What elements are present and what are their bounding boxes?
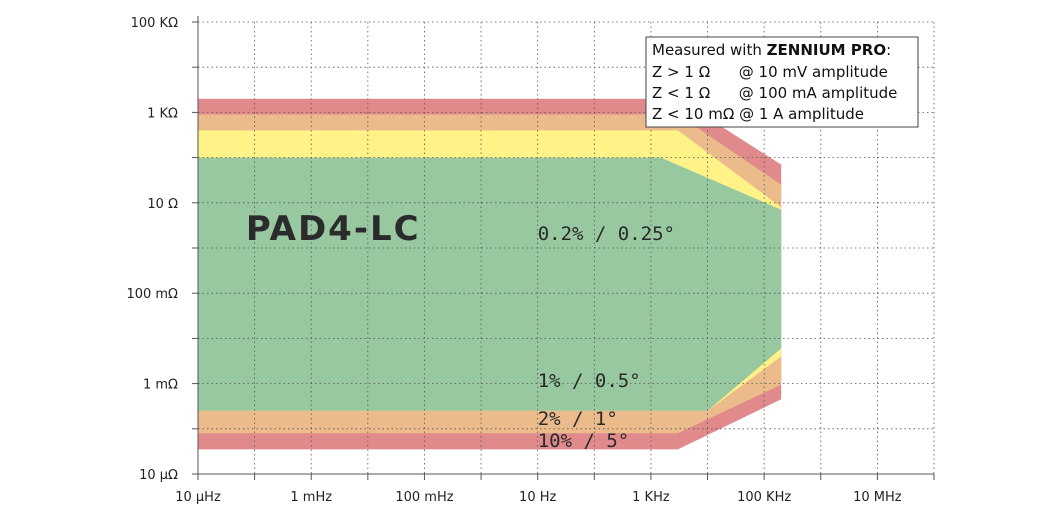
- x-tick-label: 1 mHz: [290, 490, 332, 505]
- accuracy-label-0-2-0-25: 0.2% / 0.25°: [538, 223, 675, 245]
- accuracy-regions: [198, 98, 782, 450]
- x-tick-label: 10 µHz: [175, 490, 221, 505]
- x-tick-label: 10 Hz: [519, 490, 556, 505]
- y-tick-label: 10 Ω: [147, 197, 178, 212]
- x-tick-label: 1 KHz: [632, 490, 670, 505]
- region-0-2-0-25: [198, 157, 782, 411]
- accuracy-label-10-5: 10% / 5°: [538, 430, 630, 452]
- y-tick-label: 100 KΩ: [131, 16, 178, 31]
- legend-line: Z < 10 mΩ @ 1 A amplitude: [652, 105, 864, 123]
- accuracy-label-2-1: 2% / 1°: [538, 408, 618, 430]
- x-tick-label: 100 KHz: [737, 490, 791, 505]
- legend: Measured with ZENNIUM PRO: Z > 1 Ω @ 10 m…: [645, 36, 919, 128]
- tick-labels: 10 µHz 1 mHz 100 mHz 10 Hz 1 KHz 100 KHz 10 MH…: [126, 16, 901, 505]
- x-tick-label: 10 MHz: [853, 490, 902, 505]
- legend-box: [645, 36, 919, 128]
- y-tick-label: 1 KΩ: [147, 106, 178, 121]
- legend-line: Z > 1 Ω @ 10 mV amplitude: [652, 63, 888, 81]
- legend-line: Z < 1 Ω @ 100 mA amplitude: [652, 84, 897, 102]
- y-tick-label: 100 mΩ: [126, 287, 178, 302]
- model-label: PAD4-LC: [246, 209, 421, 249]
- annotations: PAD4-LC 0.2% / 0.25° 1% / 0.5° 2% / 1°10% /…: [246, 209, 675, 452]
- x-tick-label: 100 mHz: [395, 490, 453, 505]
- y-tick-label: 10 µΩ: [139, 468, 178, 483]
- grid-lines: [198, 21, 935, 474]
- axes: [192, 16, 935, 480]
- accuracy-label-1-0-5: 1% / 0.5°: [538, 370, 641, 392]
- legend-title: Measured with ZENNIUM PRO:: [652, 41, 891, 59]
- y-tick-label: 1 mΩ: [143, 378, 178, 393]
